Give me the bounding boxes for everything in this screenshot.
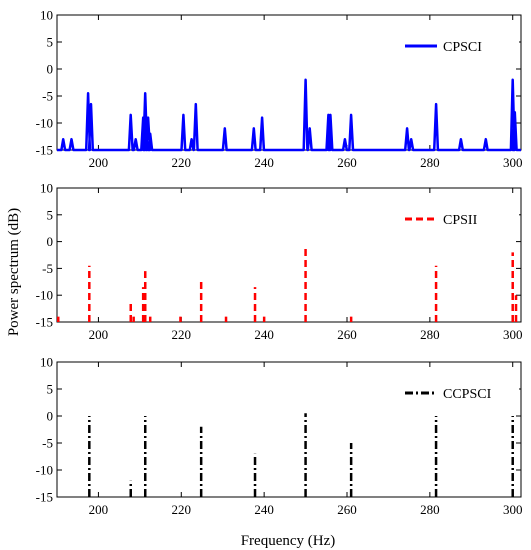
x-tick-label: 300 xyxy=(503,155,523,170)
series-line xyxy=(57,78,521,152)
legend-label: CCPSCI xyxy=(443,387,492,402)
y-tick-label: -10 xyxy=(36,116,53,131)
x-tick-label: 280 xyxy=(420,502,440,517)
legend-label: CPSII xyxy=(443,213,478,228)
legend-box xyxy=(401,209,519,229)
y-tick-label: 5 xyxy=(47,207,54,222)
x-tick-label: 200 xyxy=(89,502,109,517)
chart-panel: 10 5 0 -5 -10 -15 200 220 240 260 280 300 CPSCI xyxy=(36,8,523,171)
y-tick-label: 5 xyxy=(47,35,54,50)
x-tick-label: 260 xyxy=(337,327,357,342)
plot-frame xyxy=(56,361,522,498)
y-tick-label: -10 xyxy=(36,288,53,303)
y-tick-label: -15 xyxy=(36,315,53,330)
legend-label: CPSCI xyxy=(443,40,482,55)
x-tick-label: 240 xyxy=(254,155,274,170)
x-tick-label: 220 xyxy=(172,155,192,170)
y-tick-label: 0 xyxy=(47,62,54,77)
x-tick-label: 300 xyxy=(503,502,523,517)
y-tick-label: 0 xyxy=(47,409,54,424)
x-tick-label: 280 xyxy=(420,327,440,342)
y-tick-label: -5 xyxy=(42,436,53,451)
y-tick-label: -10 xyxy=(36,463,53,478)
legend-box xyxy=(401,383,519,403)
chart-panel: 10 5 0 -5 -10 -15 200 220 240 260 280 300 CPSII xyxy=(36,181,523,343)
y-tick-label: -15 xyxy=(36,143,53,158)
x-tick-label: 220 xyxy=(172,502,192,517)
x-tick-label: 260 xyxy=(337,155,357,170)
chart-panels: 10 5 0 -5 -10 -15 200 220 240 260 280 300 CPSCI 10 5 0 -… xyxy=(36,8,523,518)
y-tick-label: -5 xyxy=(42,89,53,104)
x-tick-label: 200 xyxy=(89,327,109,342)
y-axis-label: Power spectrum (dB) xyxy=(6,208,22,336)
y-tick-label: 5 xyxy=(47,382,54,397)
y-tick-label: 10 xyxy=(40,355,53,370)
x-tick-label: 200 xyxy=(89,155,109,170)
x-tick-label: 240 xyxy=(254,502,274,517)
y-tick-label: -5 xyxy=(42,261,53,276)
plot-frame xyxy=(56,187,522,323)
x-tick-label: 260 xyxy=(337,502,357,517)
x-tick-label: 280 xyxy=(420,155,440,170)
legend-box xyxy=(401,36,519,56)
plot-frame xyxy=(56,14,522,151)
x-axis-label: Frequency (Hz) xyxy=(241,533,336,549)
y-tick-label: -15 xyxy=(36,490,53,505)
y-tick-label: 10 xyxy=(40,8,53,23)
chart-panel: 10 5 0 -5 -10 -15 200 220 240 260 280 300 CCPSCI xyxy=(36,355,523,518)
x-tick-label: 300 xyxy=(503,327,523,342)
y-tick-label: 0 xyxy=(47,234,54,249)
y-tick-label: 10 xyxy=(40,181,53,196)
x-tick-label: 240 xyxy=(254,327,274,342)
x-tick-label: 220 xyxy=(172,327,192,342)
